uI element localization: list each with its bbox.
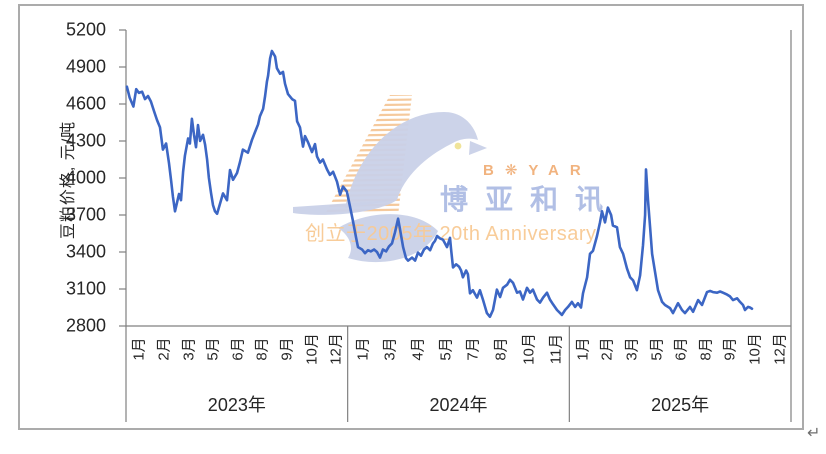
y-tick-label: 3100 (65, 278, 106, 299)
y-tick-label: 4600 (65, 93, 106, 114)
year-label: 2023年 (207, 395, 266, 415)
paragraph-return-icon: ↵ (807, 425, 821, 442)
y-tick-label: 4000 (65, 167, 106, 188)
price-line (125, 49, 754, 319)
y-tick-label: 2800 (65, 315, 106, 336)
y-tick-label: 5200 (65, 19, 106, 40)
y-tick-label: 3700 (65, 204, 106, 225)
year-label: 2024年 (429, 395, 488, 415)
y-tick-label: 4900 (65, 56, 106, 77)
y-tick-label: 3400 (65, 241, 106, 262)
axis-frame (119, 29, 792, 422)
year-label: 2025年 (651, 395, 710, 415)
y-tick-label: 4300 (65, 130, 106, 151)
